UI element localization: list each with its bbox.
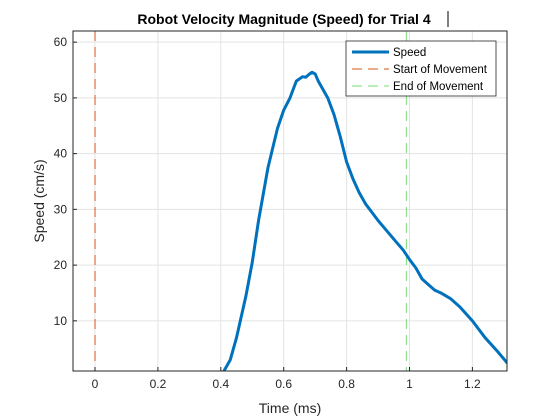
x-axis-ticks: 0 0.2 0.4 0.6 0.8 1 1.2 [92,367,481,391]
x-tick-label: 0.8 [338,377,355,391]
x-tick-label: 0.2 [150,377,167,391]
speed-series-line [222,70,507,371]
x-tick-label: 1.2 [464,377,481,391]
x-tick-label: 0.4 [212,377,229,391]
x-tick-label: 0.6 [275,377,292,391]
y-tick-label: 50 [54,91,68,105]
y-axis-ticks: 10 20 30 40 50 60 [54,35,77,328]
y-tick-label: 60 [54,35,68,49]
y-tick-label: 10 [54,314,68,328]
chart-title: Robot Velocity Magnitude (Speed) for Tri… [137,11,430,27]
legend-label-end-of-movement: End of Movement [393,81,484,93]
y-axis-label: Speed (cm/s) [31,159,47,242]
y-tick-label: 40 [54,147,68,161]
legend-label-start-of-movement: Start of Movement [393,64,488,76]
y-tick-label: 30 [54,202,68,216]
x-axis-label: Time (ms) [259,400,321,416]
y-tick-label: 20 [54,258,68,272]
x-tick-label: 0 [92,377,99,391]
plot-axes-box [72,30,508,372]
legend: Speed Start of Movement End of Movement [345,40,497,97]
legend-label-speed: Speed [393,47,426,59]
x-tick-label: 1 [406,377,413,391]
